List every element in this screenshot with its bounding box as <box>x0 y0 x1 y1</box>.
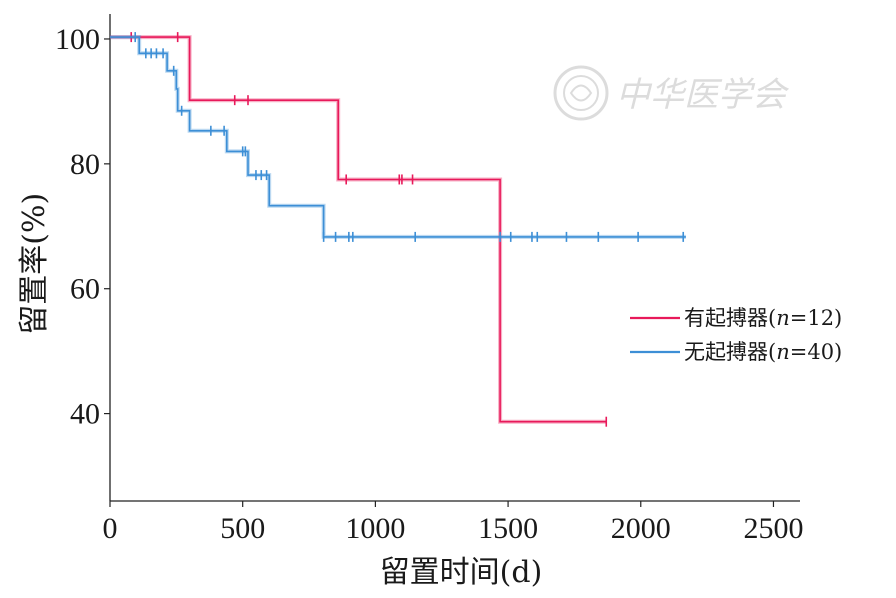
x-axis-title: 留置时间(d) <box>380 555 543 590</box>
legend: 有起搏器(n=12) 无起搏器(n=40) <box>630 306 842 364</box>
series-line <box>110 36 607 423</box>
x-tick-label: 500 <box>220 512 265 545</box>
y-tick-label: 80 <box>70 148 100 181</box>
x-tick-label: 2000 <box>611 512 671 545</box>
y-tick-label: 100 <box>55 23 100 56</box>
series-2 <box>110 32 686 242</box>
axes: 0 500 1000 1500 2000 2500 40 60 80 100 留置时间(d) 留置率(… <box>17 14 803 590</box>
series-1 <box>110 32 608 427</box>
y-tick-label: 60 <box>70 273 100 306</box>
series-line-halo <box>110 35 686 239</box>
legend-label-2: 无起搏器(n=40) <box>684 340 842 364</box>
watermark: 中华医学会 <box>553 65 790 121</box>
series-line <box>110 36 686 238</box>
watermark-text: 中华医学会 <box>616 75 790 115</box>
y-tick-label: 40 <box>70 398 100 431</box>
series-line-halo <box>110 35 607 424</box>
y-axis-title: 留置率(%) <box>17 193 52 335</box>
x-tick-label: 0 <box>103 512 118 545</box>
watermark-seal-icon <box>553 65 609 121</box>
x-tick-label: 1000 <box>345 512 405 545</box>
x-tick-label: 1500 <box>478 512 538 545</box>
legend-label-1: 有起搏器(n=12) <box>684 306 842 330</box>
x-tick-label: 2500 <box>743 512 803 545</box>
series-layer <box>110 32 686 427</box>
